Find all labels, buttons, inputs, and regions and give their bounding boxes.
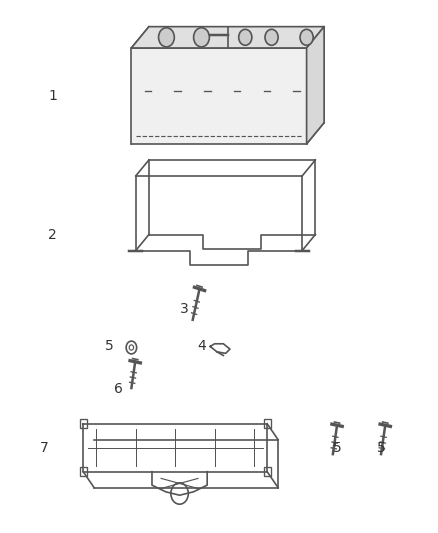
Polygon shape bbox=[131, 27, 324, 48]
Polygon shape bbox=[131, 48, 307, 144]
Polygon shape bbox=[307, 27, 324, 144]
Text: 5: 5 bbox=[377, 441, 385, 455]
Bar bbox=[80, 467, 87, 476]
Text: 2: 2 bbox=[48, 228, 57, 241]
Text: 5: 5 bbox=[333, 441, 342, 455]
Text: 7: 7 bbox=[39, 441, 48, 455]
Text: 5: 5 bbox=[105, 340, 114, 353]
Circle shape bbox=[239, 29, 252, 45]
Bar bbox=[80, 419, 87, 428]
Text: 4: 4 bbox=[197, 340, 206, 353]
Bar bbox=[264, 467, 271, 476]
Text: 6: 6 bbox=[114, 382, 123, 396]
Text: 3: 3 bbox=[180, 302, 188, 316]
Circle shape bbox=[300, 29, 313, 45]
Text: 1: 1 bbox=[48, 89, 57, 103]
Circle shape bbox=[265, 29, 278, 45]
Bar bbox=[264, 419, 271, 428]
Circle shape bbox=[194, 28, 209, 47]
Circle shape bbox=[159, 28, 174, 47]
